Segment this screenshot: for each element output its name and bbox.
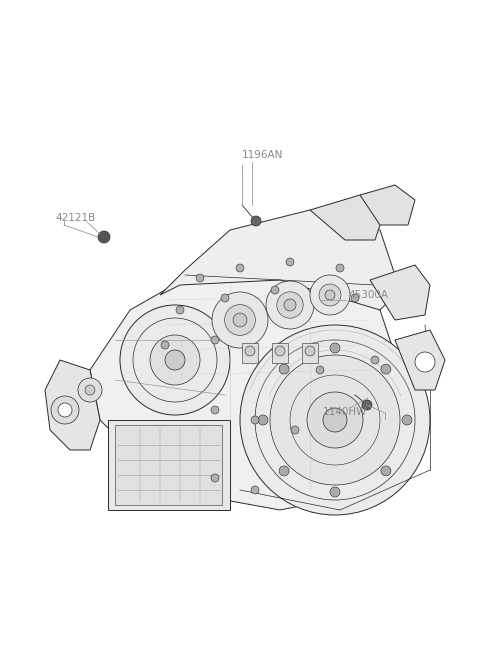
Circle shape [211, 474, 219, 482]
Circle shape [211, 406, 219, 414]
Circle shape [330, 343, 340, 353]
Circle shape [323, 408, 347, 432]
Circle shape [98, 231, 110, 243]
Text: 1196AN: 1196AN [242, 150, 283, 160]
Polygon shape [45, 360, 100, 450]
Polygon shape [242, 343, 258, 363]
Circle shape [305, 346, 315, 356]
Circle shape [279, 466, 289, 476]
Circle shape [402, 415, 412, 425]
Circle shape [381, 466, 391, 476]
Circle shape [319, 284, 341, 306]
Circle shape [251, 486, 259, 494]
Circle shape [270, 355, 400, 485]
Circle shape [85, 385, 95, 395]
Circle shape [286, 258, 294, 266]
Circle shape [330, 487, 340, 497]
Polygon shape [310, 195, 385, 240]
Circle shape [196, 274, 204, 282]
Circle shape [266, 281, 314, 329]
Circle shape [310, 275, 350, 315]
Circle shape [211, 336, 219, 344]
Circle shape [251, 216, 261, 226]
Circle shape [381, 364, 391, 374]
Polygon shape [90, 270, 410, 510]
Circle shape [279, 364, 289, 374]
Circle shape [245, 346, 255, 356]
Circle shape [284, 299, 296, 311]
Polygon shape [360, 185, 415, 225]
Circle shape [221, 294, 229, 302]
Circle shape [277, 292, 303, 318]
Circle shape [58, 403, 72, 417]
Circle shape [78, 378, 102, 402]
Circle shape [336, 264, 344, 272]
Text: 1140HW: 1140HW [323, 407, 367, 417]
Circle shape [291, 426, 299, 434]
Circle shape [165, 350, 185, 370]
Circle shape [212, 292, 268, 348]
Polygon shape [370, 265, 430, 320]
Circle shape [51, 396, 79, 424]
Polygon shape [302, 343, 318, 363]
Circle shape [120, 305, 230, 415]
Circle shape [325, 290, 335, 300]
Circle shape [307, 392, 363, 448]
Circle shape [236, 264, 244, 272]
Text: 42121B: 42121B [55, 213, 95, 223]
Polygon shape [108, 420, 230, 510]
Circle shape [161, 341, 169, 349]
Text: 45300A: 45300A [348, 290, 388, 300]
Circle shape [150, 335, 200, 385]
Polygon shape [160, 210, 400, 310]
Circle shape [415, 352, 435, 372]
Circle shape [351, 294, 359, 302]
Polygon shape [115, 425, 222, 505]
Circle shape [271, 286, 279, 294]
Polygon shape [395, 330, 445, 390]
Circle shape [275, 346, 285, 356]
Circle shape [316, 366, 324, 374]
Circle shape [176, 306, 184, 314]
Circle shape [251, 416, 259, 424]
Circle shape [258, 415, 268, 425]
Circle shape [225, 305, 255, 336]
Circle shape [362, 400, 372, 410]
Polygon shape [272, 343, 288, 363]
Circle shape [240, 325, 430, 515]
Circle shape [233, 313, 247, 327]
Circle shape [371, 356, 379, 364]
